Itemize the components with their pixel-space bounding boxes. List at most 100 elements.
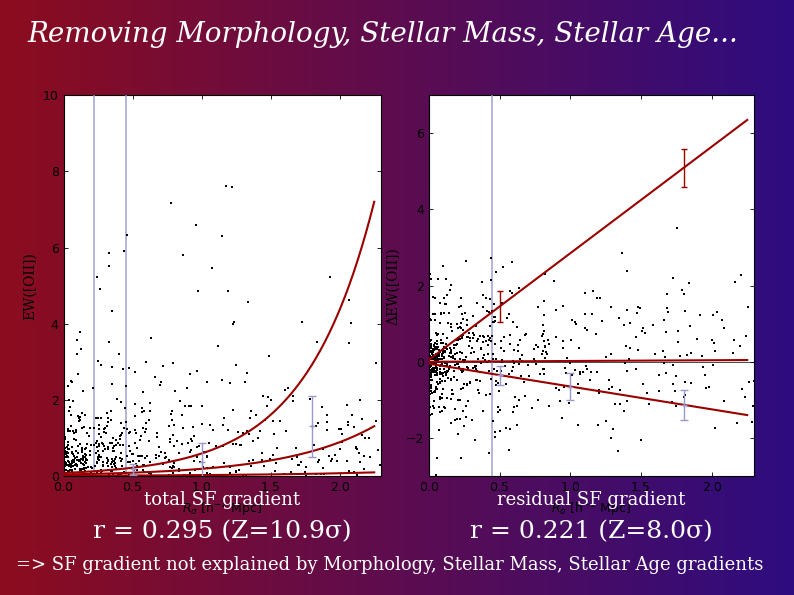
Point [74, 465, 87, 475]
Point [74, 456, 87, 466]
Point [457, 380, 470, 389]
Point [106, 469, 119, 479]
Point [84, 450, 97, 459]
Point [63, 457, 75, 466]
Point [102, 455, 114, 465]
Point [468, 436, 481, 445]
Point [429, 309, 441, 319]
Point [649, 349, 661, 358]
Point [430, 354, 442, 364]
Point [718, 396, 730, 405]
Point [172, 464, 185, 474]
Point [453, 334, 465, 343]
Point [74, 439, 87, 449]
Point [240, 470, 252, 480]
Point [593, 385, 606, 394]
Point [569, 320, 582, 329]
Point [443, 348, 456, 358]
Point [460, 352, 472, 362]
Point [129, 367, 141, 377]
Point [167, 468, 179, 477]
Point [591, 293, 603, 303]
Point [168, 421, 180, 430]
Point [700, 383, 712, 393]
Point [572, 389, 585, 398]
Point [508, 402, 521, 412]
Point [426, 365, 439, 375]
Point [104, 415, 117, 425]
Point [180, 384, 193, 393]
Point [317, 444, 330, 454]
Point [594, 293, 607, 303]
Point [423, 360, 436, 369]
Point [424, 368, 437, 377]
Point [93, 429, 106, 439]
Point [254, 426, 267, 436]
Point [62, 441, 75, 450]
Point [491, 408, 504, 417]
Point [434, 354, 446, 364]
Point [151, 428, 164, 437]
Point [84, 90, 97, 100]
Point [238, 377, 251, 386]
Point [137, 387, 149, 397]
Point [472, 389, 485, 398]
Point [437, 261, 449, 270]
Point [289, 443, 302, 453]
Point [483, 356, 495, 365]
Point [145, 469, 157, 479]
Point [557, 343, 569, 353]
Point [106, 456, 119, 466]
Point [439, 362, 452, 371]
Point [101, 444, 114, 454]
Point [513, 283, 526, 293]
Point [105, 460, 118, 469]
Point [561, 353, 573, 362]
Point [97, 461, 110, 471]
Point [268, 466, 281, 476]
Point [59, 468, 71, 478]
Point [480, 336, 492, 346]
Point [168, 441, 180, 450]
Point [94, 468, 107, 477]
Point [68, 434, 81, 444]
Y-axis label: EW([OII]): EW([OII]) [23, 252, 37, 320]
Point [112, 469, 125, 479]
Point [550, 305, 563, 315]
Point [423, 348, 436, 358]
Point [453, 347, 466, 356]
Point [95, 466, 108, 476]
Point [528, 344, 541, 353]
Point [470, 362, 483, 371]
Point [461, 364, 474, 373]
Point [77, 459, 90, 469]
Point [69, 460, 82, 469]
Point [310, 469, 322, 478]
Point [166, 415, 179, 425]
Point [64, 410, 77, 419]
Y-axis label: ΔEW([OII]): ΔEW([OII]) [386, 247, 400, 324]
Point [430, 357, 442, 367]
Point [464, 378, 476, 388]
Point [445, 352, 457, 362]
Point [653, 371, 665, 380]
Point [106, 458, 118, 467]
Point [326, 454, 339, 464]
Point [112, 438, 125, 447]
Point [453, 395, 466, 405]
Point [476, 406, 489, 415]
Point [74, 412, 87, 422]
Point [425, 354, 437, 364]
Point [746, 402, 759, 411]
Point [507, 345, 520, 355]
Point [422, 347, 435, 356]
Point [172, 436, 184, 446]
Point [226, 405, 239, 415]
Point [121, 425, 133, 434]
Point [333, 424, 345, 433]
Point [438, 347, 451, 357]
Point [434, 318, 446, 328]
Point [106, 363, 118, 372]
Point [117, 364, 129, 374]
Point [464, 377, 476, 387]
